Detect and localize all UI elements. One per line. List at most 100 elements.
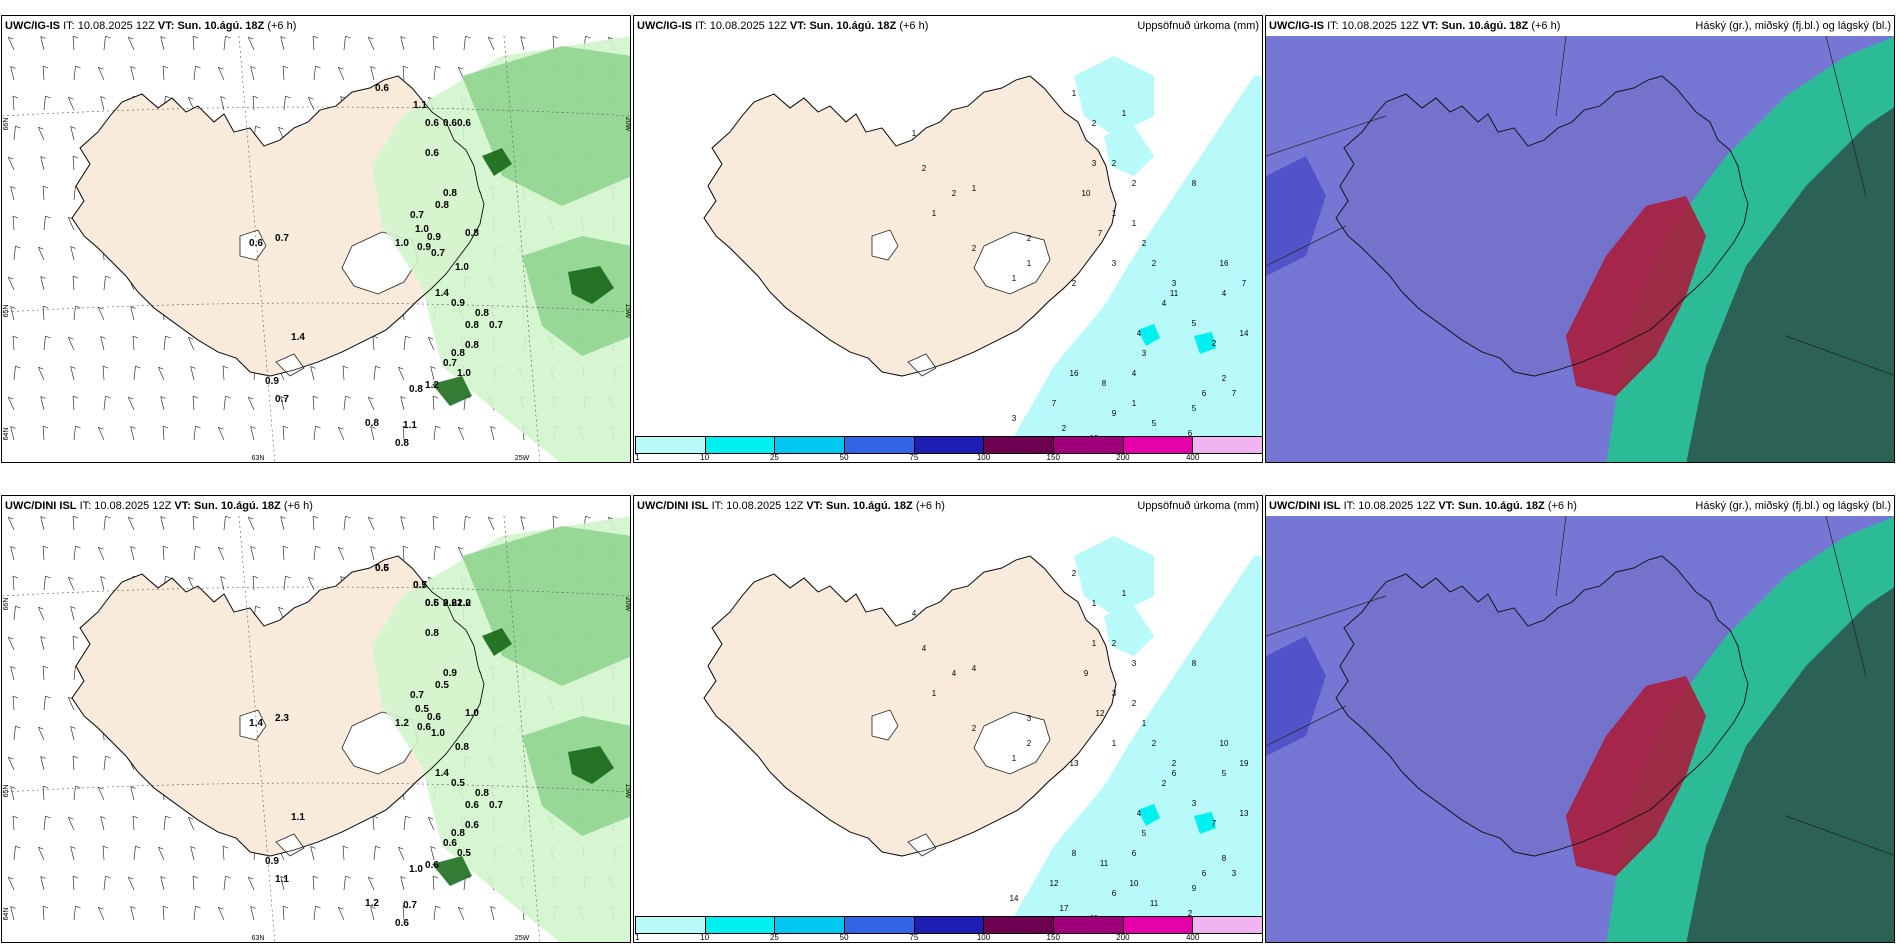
visibility-value-label: 0.8	[465, 320, 479, 331]
visibility-value-label: 0.8	[435, 200, 449, 211]
map-visibility[interactable]: 0.5 0.5 0.5 0.6 1.0 0.8 0.9 0.5 0.7 0.5 0.6 0.6 1.2 2…	[2, 516, 631, 942]
visibility-value-label: 0.8	[425, 628, 439, 639]
visibility-value-label: 0.9	[427, 232, 441, 243]
model-name: UWC/DINI ISL	[637, 500, 709, 512]
visibility-value-label: 0.6	[457, 118, 471, 129]
precip-value-label: 3	[1132, 659, 1137, 668]
visibility-value-label: 1.4	[249, 718, 263, 729]
vt-value: Sun. 10.ágú. 18Z	[177, 20, 265, 32]
map-cloud-cover[interactable]	[1266, 36, 1894, 462]
precip-value-label: 2	[1188, 909, 1193, 918]
precip-value-label: 1	[1112, 739, 1117, 748]
precip-value-label: 2	[1027, 234, 1032, 243]
model-name: UWC/DINI ISL	[1269, 500, 1341, 512]
map-cloud-cover[interactable]	[1266, 516, 1894, 942]
precip-value-label: 17	[1060, 904, 1069, 913]
visibility-value-label: 0.8	[475, 788, 489, 799]
it-value: 10.08.2025 12Z	[1341, 20, 1419, 32]
axis-label: 25W	[515, 455, 530, 462]
visibility-value-label: 1.2	[425, 380, 439, 391]
precip-value-label: 2	[972, 724, 977, 733]
precip-value-label: 1	[932, 689, 937, 698]
map-precipitation[interactable]: 1221211123211123243243452426512710816953…	[634, 36, 1262, 462]
visibility-value-label: 0.6	[427, 712, 441, 723]
precip-value-label: 1	[1112, 209, 1117, 218]
map-precipitation[interactable]: 4444321211213211222345637586910171211118…	[634, 516, 1262, 942]
precip-value-label: 7	[1098, 229, 1103, 238]
model-name: UWC/DINI ISL	[5, 500, 77, 512]
visibility-value-label: 0.6	[425, 860, 439, 871]
panel-vis-dini: UWC/DINI ISL IT: 10.08.2025 12Z VT: Sun.…	[1, 495, 631, 943]
colorbar-tick-label: 75	[909, 933, 919, 942]
colorbar-tick-label: 400	[1185, 933, 1200, 942]
visibility-value-label: 0.8	[395, 438, 409, 449]
vt-value: Sun. 10.ágú. 18Z	[193, 500, 281, 512]
map-visibility[interactable]: 0.6 1.1 0.6 0.6 0.6 0.6 0.8 0.8 0.7 1.0 0.9 0.9 1.0 0…	[2, 36, 630, 462]
precip-value-label: 1	[932, 209, 937, 218]
precip-value-label: 8	[1192, 659, 1197, 668]
precip-value-label: 8	[1072, 849, 1077, 858]
precip-value-label: 4	[972, 664, 977, 673]
visibility-value-label: 0.9	[417, 242, 431, 253]
map-canvas: 0.50.50.5 0.6 1.00.80.90.50.70.50.60.61.22…	[2, 516, 631, 942]
visibility-value-label: 1.4	[291, 332, 305, 343]
precip-value-label: 5	[1152, 419, 1157, 428]
precip-value-label: 2	[1072, 569, 1077, 578]
colorbar-tick-label: 10	[700, 933, 710, 942]
visibility-value-label: 0.9	[443, 668, 457, 679]
precip-value-label: 2	[1112, 639, 1117, 648]
visibility-value-label: 1.0	[457, 368, 471, 379]
it-label: IT:	[1343, 500, 1356, 512]
precip-value-label: 13	[1240, 809, 1249, 818]
panel-vis-igis: UWC/IG-IS IT: 10.08.2025 12Z VT: Sun. 10…	[1, 15, 631, 463]
axis-label: 64N	[3, 428, 10, 441]
it-value: 10.08.2025 12Z	[1358, 500, 1436, 512]
colorbar-swatches	[635, 916, 1262, 934]
visibility-value-label: 1.0	[457, 598, 471, 609]
precip-value-label: 13	[1070, 759, 1079, 768]
visibility-value-label: 1.0	[431, 728, 445, 739]
colorbar-tick-label: 400	[1185, 453, 1200, 462]
colorbar-tick-label: 50	[839, 933, 849, 942]
colorbar-tick-label: 25	[769, 453, 779, 462]
visibility-value-label: 0.7	[489, 800, 503, 811]
precip-value-label: 10	[1082, 189, 1091, 198]
precip-value-label: 2	[1132, 699, 1137, 708]
precip-value-label: 2	[1062, 424, 1067, 433]
it-value: 10.08.2025 12Z	[94, 500, 172, 512]
precip-value-label: 2	[1172, 759, 1177, 768]
colorbar-swatch	[774, 436, 845, 454]
lead-time: (+6 h)	[283, 500, 313, 512]
colorbar-swatch	[844, 436, 914, 454]
field-title: Háský (gr.), miðský (fj.bl.) og lágský (…	[1695, 20, 1891, 32]
field-title: Uppsöfnuð úrkoma (mm)	[1137, 500, 1259, 512]
colorbar-swatch	[913, 916, 984, 934]
visibility-value-label: 1.0	[395, 238, 409, 249]
visibility-value-label: 0.6	[443, 118, 457, 129]
lead-time: (+6 h)	[915, 500, 945, 512]
precip-value-label: 7	[1212, 819, 1217, 828]
precip-value-label: 1	[1092, 599, 1097, 608]
visibility-value-label: 0.7	[413, 580, 427, 591]
colorbar-swatch	[774, 916, 845, 934]
visibility-value-label: 0.8	[465, 340, 479, 351]
colorbar-tick-label: 25	[769, 933, 779, 942]
colorbar-tick-label: 150	[1046, 933, 1060, 942]
colorbar-swatch	[704, 436, 775, 454]
visibility-value-label: 0.8	[451, 828, 465, 839]
axis-label: 63N	[252, 935, 265, 942]
axis-label: 20W	[624, 597, 631, 612]
visibility-value-label: 0.7	[410, 210, 424, 221]
visibility-value-label: 1.4	[435, 768, 449, 779]
visibility-value-label: 0.5	[451, 778, 465, 789]
precip-value-label: 2	[1152, 739, 1157, 748]
precip-value-label: 5	[1192, 319, 1197, 328]
precip-value-label: 2	[922, 164, 927, 173]
vt-label: VT:	[157, 20, 175, 32]
visibility-value-label: 0.5	[415, 704, 429, 715]
precip-value-label: 6	[1172, 769, 1177, 778]
visibility-value-label: 2.2	[457, 598, 471, 609]
axis-label: 65N	[3, 305, 10, 318]
it-label: IT:	[711, 500, 724, 512]
colorbar-swatch	[1053, 436, 1123, 454]
